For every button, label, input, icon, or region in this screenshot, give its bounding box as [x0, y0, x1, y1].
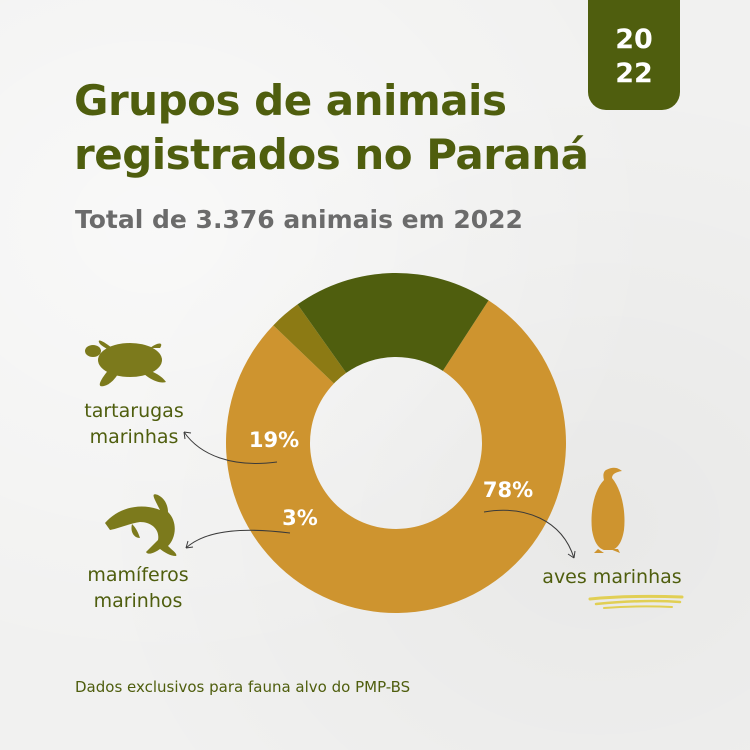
aves-underline — [588, 594, 684, 609]
label-aves: aves marinhas — [532, 564, 692, 590]
label-aves-line1: aves marinhas — [542, 566, 682, 588]
subtitle: Total de 3.376 animais em 2022 — [75, 205, 523, 234]
arrow-mamiferos — [185, 529, 291, 549]
arrow-tartarugas — [183, 431, 278, 464]
donut-slice-label-3: 19% — [249, 428, 299, 452]
donut-slice-label-1: 78% — [483, 478, 533, 502]
label-mamiferos: mamíferos marinhos — [78, 562, 198, 614]
label-mamiferos-line2: marinhos — [93, 590, 183, 612]
footnote: Dados exclusivos para fauna alvo do PMP-… — [75, 678, 411, 696]
donut-slices — [225, 272, 567, 613]
donut-slice-1 — [225, 300, 567, 613]
year-badge-line1: 20 — [615, 24, 653, 55]
page-title: Grupos de animais registrados no Paraná — [74, 74, 594, 182]
connector-arrows — [183, 431, 576, 559]
dolphin-icon — [105, 494, 177, 556]
label-mamiferos-line1: mamíferos — [87, 564, 189, 586]
arrow-aves-head — [567, 550, 576, 559]
arrow-mamiferos-head — [185, 540, 194, 549]
arrow-tartarugas-head — [183, 431, 192, 440]
title-line1: Grupos de animais — [74, 76, 507, 125]
donut-slice-2 — [273, 304, 347, 384]
label-tartarugas-line1: tartarugas — [84, 400, 184, 422]
donut-slice-3 — [297, 272, 489, 373]
penguin-icon — [591, 467, 625, 553]
arrow-aves — [483, 509, 575, 559]
title-line2: registrados no Paraná — [74, 130, 589, 179]
label-tartarugas: tartarugas marinhas — [74, 398, 194, 450]
sea-turtle-icon — [85, 340, 166, 387]
label-tartarugas-line2: marinhas — [89, 426, 179, 448]
donut-slice-labels: 78% 3% 19% — [249, 428, 533, 530]
year-badge-line2: 22 — [615, 58, 653, 89]
donut-slice-label-2: 3% — [282, 506, 318, 530]
year-badge: 20 22 — [588, 0, 680, 110]
